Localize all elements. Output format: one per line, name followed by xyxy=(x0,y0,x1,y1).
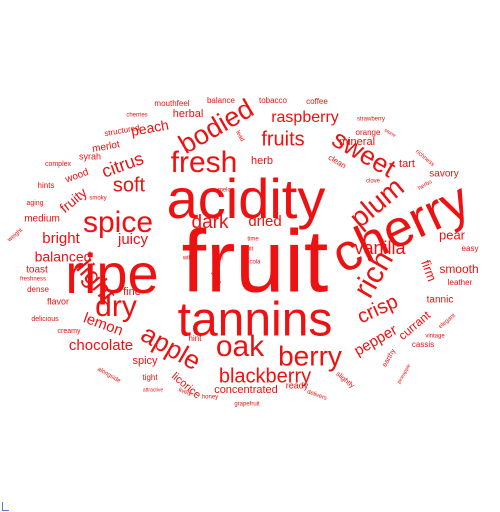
corner-mark xyxy=(2,502,9,511)
word-fine: fine xyxy=(123,286,141,298)
word-balance: balance xyxy=(207,96,236,105)
word-berry: berry xyxy=(278,340,342,371)
word-dry: dry xyxy=(95,290,137,323)
word-richness: richness xyxy=(414,149,435,168)
word-merlot: merlot xyxy=(91,139,120,155)
word-wood: wood xyxy=(63,167,90,186)
word-weight: weight xyxy=(6,227,24,244)
word-fruit: fruit xyxy=(182,211,329,310)
word-tannins: tannins xyxy=(178,294,333,347)
word-hints: hints xyxy=(38,181,55,190)
word-herbal: herbal xyxy=(173,108,204,120)
word-wild: wild xyxy=(182,256,193,262)
word-smoky: smoky xyxy=(89,196,106,202)
word-syrah: syrah xyxy=(79,151,101,161)
word-hint: hint xyxy=(189,334,203,343)
word-pineapple: pineapple xyxy=(396,363,412,385)
word-bit: bit xyxy=(247,247,254,253)
word-lead: lead xyxy=(234,130,245,143)
word-licorice: licorice xyxy=(169,370,203,401)
word-chocolate: chocolate xyxy=(69,337,133,354)
word-stone: stone xyxy=(383,128,397,139)
word-bright: bright xyxy=(42,230,80,247)
word-orange: orange xyxy=(356,128,381,137)
word-peach: peach xyxy=(130,117,170,139)
word-easy: easy xyxy=(462,244,479,253)
word-cola: cola xyxy=(249,260,261,266)
word-dried: dried xyxy=(248,213,281,230)
word-juicy: juicy xyxy=(117,231,149,248)
word-aging: aging xyxy=(26,200,43,207)
word-elegant: elegant xyxy=(438,313,457,330)
word-attractive: attractive xyxy=(143,387,164,393)
word-cherries: cherries xyxy=(126,113,147,119)
word-cassis: cassis xyxy=(412,340,434,349)
word-mouthfeel: mouthfeel xyxy=(154,99,189,108)
word-tannic: tannic xyxy=(427,295,454,306)
word-leather: leather xyxy=(448,278,473,287)
word-strawberry: strawberry xyxy=(357,117,385,123)
word-fruits: fruits xyxy=(261,128,304,150)
word-herb: herb xyxy=(251,155,273,167)
word-firm: firm xyxy=(418,258,440,283)
word-dark: dark xyxy=(192,212,229,233)
word-medium: medium xyxy=(24,214,60,225)
word-grapefruit: grapefruit xyxy=(234,402,260,408)
word-time: time xyxy=(247,237,259,243)
word-savory: savory xyxy=(429,169,458,180)
word-oak: oak xyxy=(216,330,265,363)
word-tart: tart xyxy=(399,158,415,170)
word-freshness: freshness xyxy=(20,277,46,283)
word-creamy: creamy xyxy=(58,328,81,335)
word-delivers: delivers xyxy=(306,389,327,402)
word-clove: clove xyxy=(366,179,381,185)
word-blackberry: blackberry xyxy=(219,365,311,387)
word-feel: feel xyxy=(213,256,223,262)
word-earthy: earthy xyxy=(381,348,397,369)
word-slightly: slightly xyxy=(334,371,355,390)
word-ripe: ripe xyxy=(65,242,158,305)
word-vanilla: vanilla xyxy=(354,238,406,258)
word-ready: ready xyxy=(286,380,309,390)
word-tight: tight xyxy=(142,373,158,382)
word-fresh: fresh xyxy=(171,146,238,179)
word-tobacco: tobacco xyxy=(259,96,288,105)
word-vintage: vintage xyxy=(425,334,445,340)
word-lively: lively xyxy=(178,387,193,397)
word-spicy: spicy xyxy=(132,355,158,367)
word-pear: pear xyxy=(439,227,466,242)
word-dense: dense xyxy=(27,285,49,294)
word-melon: melon xyxy=(218,188,234,194)
word-acidity: acidity xyxy=(167,167,326,230)
word-spice: spice xyxy=(83,206,153,239)
word-raspberry: raspberry xyxy=(271,109,339,126)
word-mineral: mineral xyxy=(339,136,375,148)
word-toast: toast xyxy=(26,265,48,276)
word-flavor: flavor xyxy=(47,296,69,306)
word-alongside: alongside xyxy=(96,366,122,384)
word-delicious: delicious xyxy=(31,316,59,323)
word-smooth: smooth xyxy=(439,262,478,276)
word-balanced: balanced xyxy=(35,249,92,265)
word-concentrated: concentrated xyxy=(214,384,278,396)
word-coffee: coffee xyxy=(306,97,328,106)
word-honey: honey xyxy=(202,395,218,401)
word-complex: complex xyxy=(45,161,72,168)
word-soft: soft xyxy=(113,174,146,196)
